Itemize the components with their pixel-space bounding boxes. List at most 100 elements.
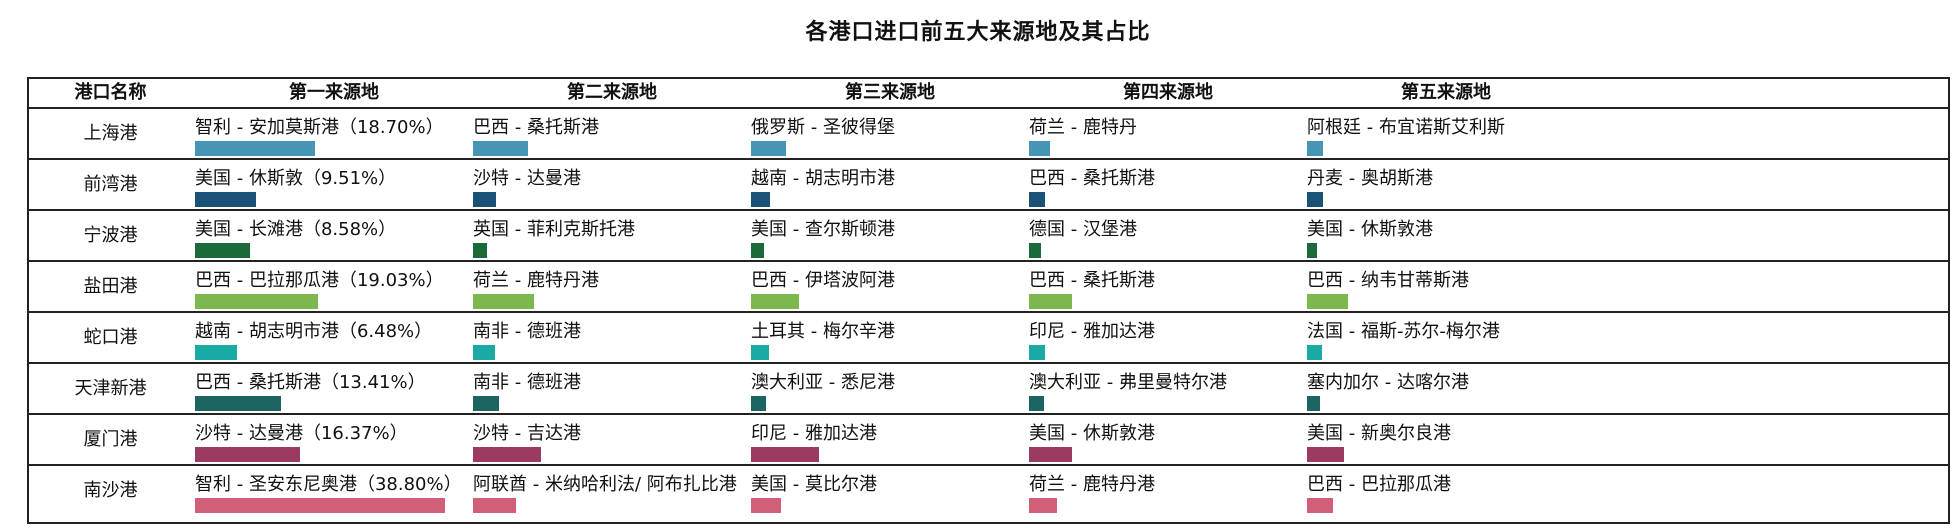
source-cell: 美国 - 莫比尔港	[751, 466, 1029, 515]
port-name: 天津新港	[74, 378, 147, 399]
share-bar	[473, 498, 516, 513]
source-label: 荷兰 - 鹿特丹港	[1029, 474, 1155, 495]
source-label: 越南 - 胡志明市港	[751, 168, 895, 189]
source-cell: 美国 - 休斯敦（9.51%）	[195, 160, 473, 209]
chart-title: 各港口进口前五大来源地及其占比	[805, 20, 1151, 45]
source-cell: 印尼 - 雅加达港	[751, 415, 1029, 464]
source-label: 阿联酋 - 米纳哈利法/ 阿布扎比港	[473, 474, 737, 495]
port-name: 蛇口港	[83, 327, 138, 348]
share-bar	[195, 294, 318, 309]
source-cell: 美国 - 休斯敦港	[1029, 415, 1307, 464]
source-label: 越南 - 胡志明市港（6.48%）	[195, 321, 433, 342]
share-bar	[751, 294, 799, 309]
header-source-4: 第四来源地	[1123, 82, 1213, 103]
table-row: 上海港 智利 - 安加莫斯港（18.70%） 巴西 - 桑托斯港 俄罗斯 - 圣彼得堡…	[29, 109, 1948, 160]
source-label: 德国 - 汉堡港	[1029, 219, 1137, 240]
source-cell: 塞内加尔 - 达喀尔港	[1307, 364, 1585, 413]
source-label: 美国 - 长滩港（8.58%）	[195, 219, 397, 240]
source-cell: 巴西 - 桑托斯港	[473, 109, 751, 158]
share-bar	[1307, 192, 1323, 207]
share-bar	[195, 243, 250, 258]
share-bar	[751, 396, 766, 411]
source-cell: 澳大利亚 - 弗里曼特尔港	[1029, 364, 1307, 413]
source-cell: 丹麦 - 奥胡斯港	[1307, 160, 1585, 209]
share-bar	[473, 447, 541, 462]
header-port: 港口名称	[74, 82, 147, 103]
source-label: 荷兰 - 鹿特丹	[1029, 117, 1137, 138]
port-name: 南沙港	[83, 480, 138, 501]
source-label: 巴西 - 伊塔波阿港	[751, 270, 895, 291]
source-cell: 智利 - 圣安东尼奥港（38.80%）	[195, 466, 473, 515]
share-bar	[1029, 396, 1044, 411]
source-label: 土耳其 - 梅尔辛港	[751, 321, 895, 342]
source-cell: 南非 - 德班港	[473, 364, 751, 413]
share-bar	[195, 141, 315, 156]
source-label: 澳大利亚 - 弗里曼特尔港	[1029, 372, 1227, 393]
port-name: 上海港	[83, 123, 138, 144]
share-bar	[473, 141, 528, 156]
source-label: 巴西 - 桑托斯港（13.41%）	[195, 372, 426, 393]
source-label: 塞内加尔 - 达喀尔港	[1307, 372, 1469, 393]
source-cell: 巴西 - 巴拉那瓜港	[1307, 466, 1585, 515]
share-bar	[195, 396, 281, 411]
source-label: 巴西 - 纳韦甘蒂斯港	[1307, 270, 1469, 291]
source-cell: 巴西 - 桑托斯港	[1029, 262, 1307, 311]
source-cell: 阿联酋 - 米纳哈利法/ 阿布扎比港	[473, 466, 751, 515]
source-cell: 荷兰 - 鹿特丹港	[1029, 466, 1307, 515]
share-bar	[751, 345, 769, 360]
source-label: 沙特 - 达曼港	[473, 168, 581, 189]
source-cell: 俄罗斯 - 圣彼得堡	[751, 109, 1029, 158]
source-label: 美国 - 休斯敦港	[1029, 423, 1155, 444]
share-bar	[1029, 345, 1045, 360]
table-row: 盐田港 巴西 - 巴拉那瓜港（19.03%） 荷兰 - 鹿特丹港 巴西 - 伊塔波阿港…	[29, 262, 1948, 313]
source-label: 智利 - 圣安东尼奥港（38.80%）	[195, 474, 462, 495]
source-cell: 英国 - 菲利克斯托港	[473, 211, 751, 260]
source-label: 荷兰 - 鹿特丹港	[473, 270, 599, 291]
share-bar	[1307, 447, 1344, 462]
source-cell: 越南 - 胡志明市港（6.48%）	[195, 313, 473, 362]
share-bar	[1029, 498, 1057, 513]
source-cell: 巴西 - 桑托斯港	[1029, 160, 1307, 209]
source-cell: 阿根廷 - 布宜诺斯艾利斯	[1307, 109, 1585, 158]
share-bar	[751, 192, 770, 207]
source-cell: 智利 - 安加莫斯港（18.70%）	[195, 109, 473, 158]
share-bar	[1307, 294, 1348, 309]
share-bar	[473, 243, 487, 258]
table-row: 厦门港 沙特 - 达曼港（16.37%） 沙特 - 吉达港 印尼 - 雅加达港 美国 -…	[29, 415, 1948, 466]
share-bar	[1029, 192, 1045, 207]
table-row: 南沙港 智利 - 圣安东尼奥港（38.80%） 阿联酋 - 米纳哈利法/ 阿布扎比港…	[29, 466, 1948, 517]
source-cell: 土耳其 - 梅尔辛港	[751, 313, 1029, 362]
port-name: 前湾港	[83, 174, 138, 195]
source-label: 印尼 - 雅加达港	[1029, 321, 1155, 342]
source-cell: 美国 - 新奥尔良港	[1307, 415, 1585, 464]
source-label: 巴西 - 巴拉那瓜港	[1307, 474, 1451, 495]
share-bar	[195, 192, 256, 207]
source-label: 印尼 - 雅加达港	[751, 423, 877, 444]
table-row: 蛇口港 越南 - 胡志明市港（6.48%） 南非 - 德班港 土耳其 - 梅尔辛港 印尼…	[29, 313, 1948, 364]
source-label: 阿根廷 - 布宜诺斯艾利斯	[1307, 117, 1505, 138]
source-label: 法国 - 福斯-苏尔-梅尔港	[1307, 321, 1500, 342]
source-label: 巴西 - 桑托斯港	[1029, 168, 1155, 189]
table-row: 天津新港 巴西 - 桑托斯港（13.41%） 南非 - 德班港 澳大利亚 - 悉尼港 澳…	[29, 364, 1948, 415]
source-label: 丹麦 - 奥胡斯港	[1307, 168, 1433, 189]
header-source-5: 第五来源地	[1401, 82, 1491, 103]
source-label: 沙特 - 达曼港（16.37%）	[195, 423, 408, 444]
share-bar	[473, 396, 499, 411]
share-bar	[1029, 294, 1072, 309]
share-bar	[1029, 141, 1050, 156]
share-bar	[751, 243, 764, 258]
source-label: 沙特 - 吉达港	[473, 423, 581, 444]
source-label: 美国 - 休斯敦（9.51%）	[195, 168, 397, 189]
source-label: 美国 - 查尔斯顿港	[751, 219, 895, 240]
source-cell: 巴西 - 桑托斯港（13.41%）	[195, 364, 473, 413]
share-bar	[1307, 243, 1317, 258]
share-bar	[473, 294, 534, 309]
share-bar	[195, 345, 237, 360]
source-label: 巴西 - 桑托斯港	[1029, 270, 1155, 291]
source-cell: 巴西 - 巴拉那瓜港（19.03%）	[195, 262, 473, 311]
port-name: 宁波港	[83, 225, 138, 246]
source-label: 智利 - 安加莫斯港（18.70%）	[195, 117, 444, 138]
source-cell: 沙特 - 达曼港（16.37%）	[195, 415, 473, 464]
header-source-3: 第三来源地	[845, 82, 935, 103]
source-cell: 巴西 - 纳韦甘蒂斯港	[1307, 262, 1585, 311]
